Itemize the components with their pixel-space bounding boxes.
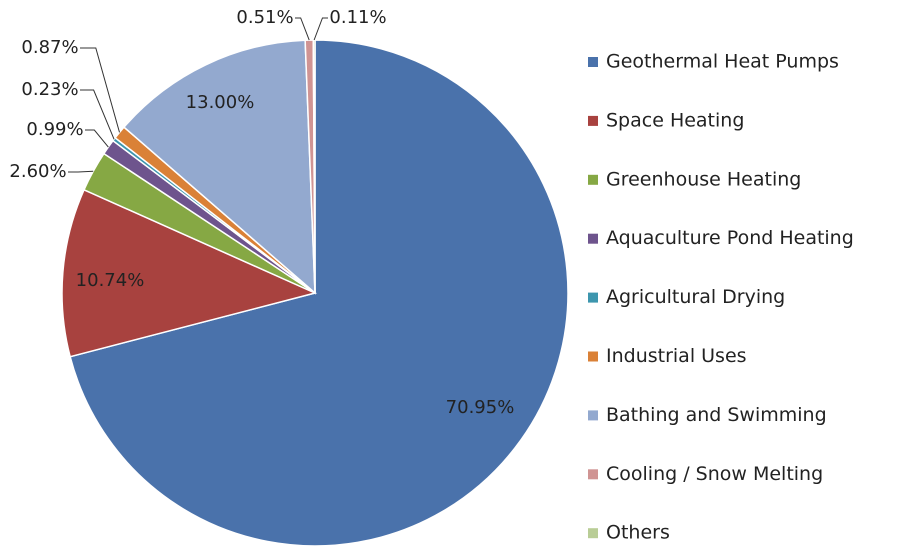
data-label: 0.87% — [21, 37, 78, 58]
pie — [61, 39, 569, 547]
legend-label: Industrial Uses — [606, 345, 747, 367]
data-label: 0.23% — [21, 79, 78, 100]
legend-marker — [588, 233, 598, 244]
data-label: 13.00% — [186, 92, 255, 113]
pie-slice — [122, 39, 316, 295]
pie-slice — [69, 39, 569, 547]
legend: Geothermal Heat Pumps Space Heating Greenh… — [588, 51, 854, 544]
legend-marker — [588, 57, 598, 67]
data-label: 0.11% — [329, 7, 386, 28]
legend-marker — [588, 351, 598, 362]
leader-line — [85, 129, 109, 148]
data-label: 2.60% — [9, 161, 66, 182]
legend-marker — [588, 292, 598, 303]
data-labels: 70.95% 10.74% 2.60% 0.99% 0.23% 0.87% 13.00% 0.… — [9, 7, 514, 418]
pie-slice — [312, 39, 316, 294]
data-label: 70.95% — [446, 397, 515, 418]
leader-line — [68, 170, 94, 173]
legend-label: Others — [606, 522, 670, 544]
legend-label: Geothermal Heat Pumps — [606, 51, 839, 73]
leader-line — [313, 17, 328, 41]
legend-label: Bathing and Swimming — [606, 404, 827, 426]
legend-label: Cooling / Snow Melting — [606, 463, 823, 485]
legend-label: Aquaculture Pond Heating — [606, 227, 854, 249]
pie-slice — [61, 188, 318, 358]
legend-label: Agricultural Drying — [606, 286, 785, 308]
legend-marker — [588, 174, 598, 185]
legend-marker — [588, 469, 598, 480]
data-label: 0.51% — [236, 7, 293, 28]
leader-line — [80, 47, 120, 133]
legend-marker — [588, 528, 598, 539]
legend-label: Space Heating — [606, 109, 744, 131]
leader-line — [80, 89, 115, 140]
data-label: 10.74% — [76, 270, 145, 291]
legend-marker — [588, 410, 598, 421]
leader-line — [295, 17, 310, 41]
legend-label: Greenhouse Heating — [606, 168, 801, 190]
legend-marker — [588, 115, 598, 126]
data-label: 0.99% — [26, 119, 83, 140]
